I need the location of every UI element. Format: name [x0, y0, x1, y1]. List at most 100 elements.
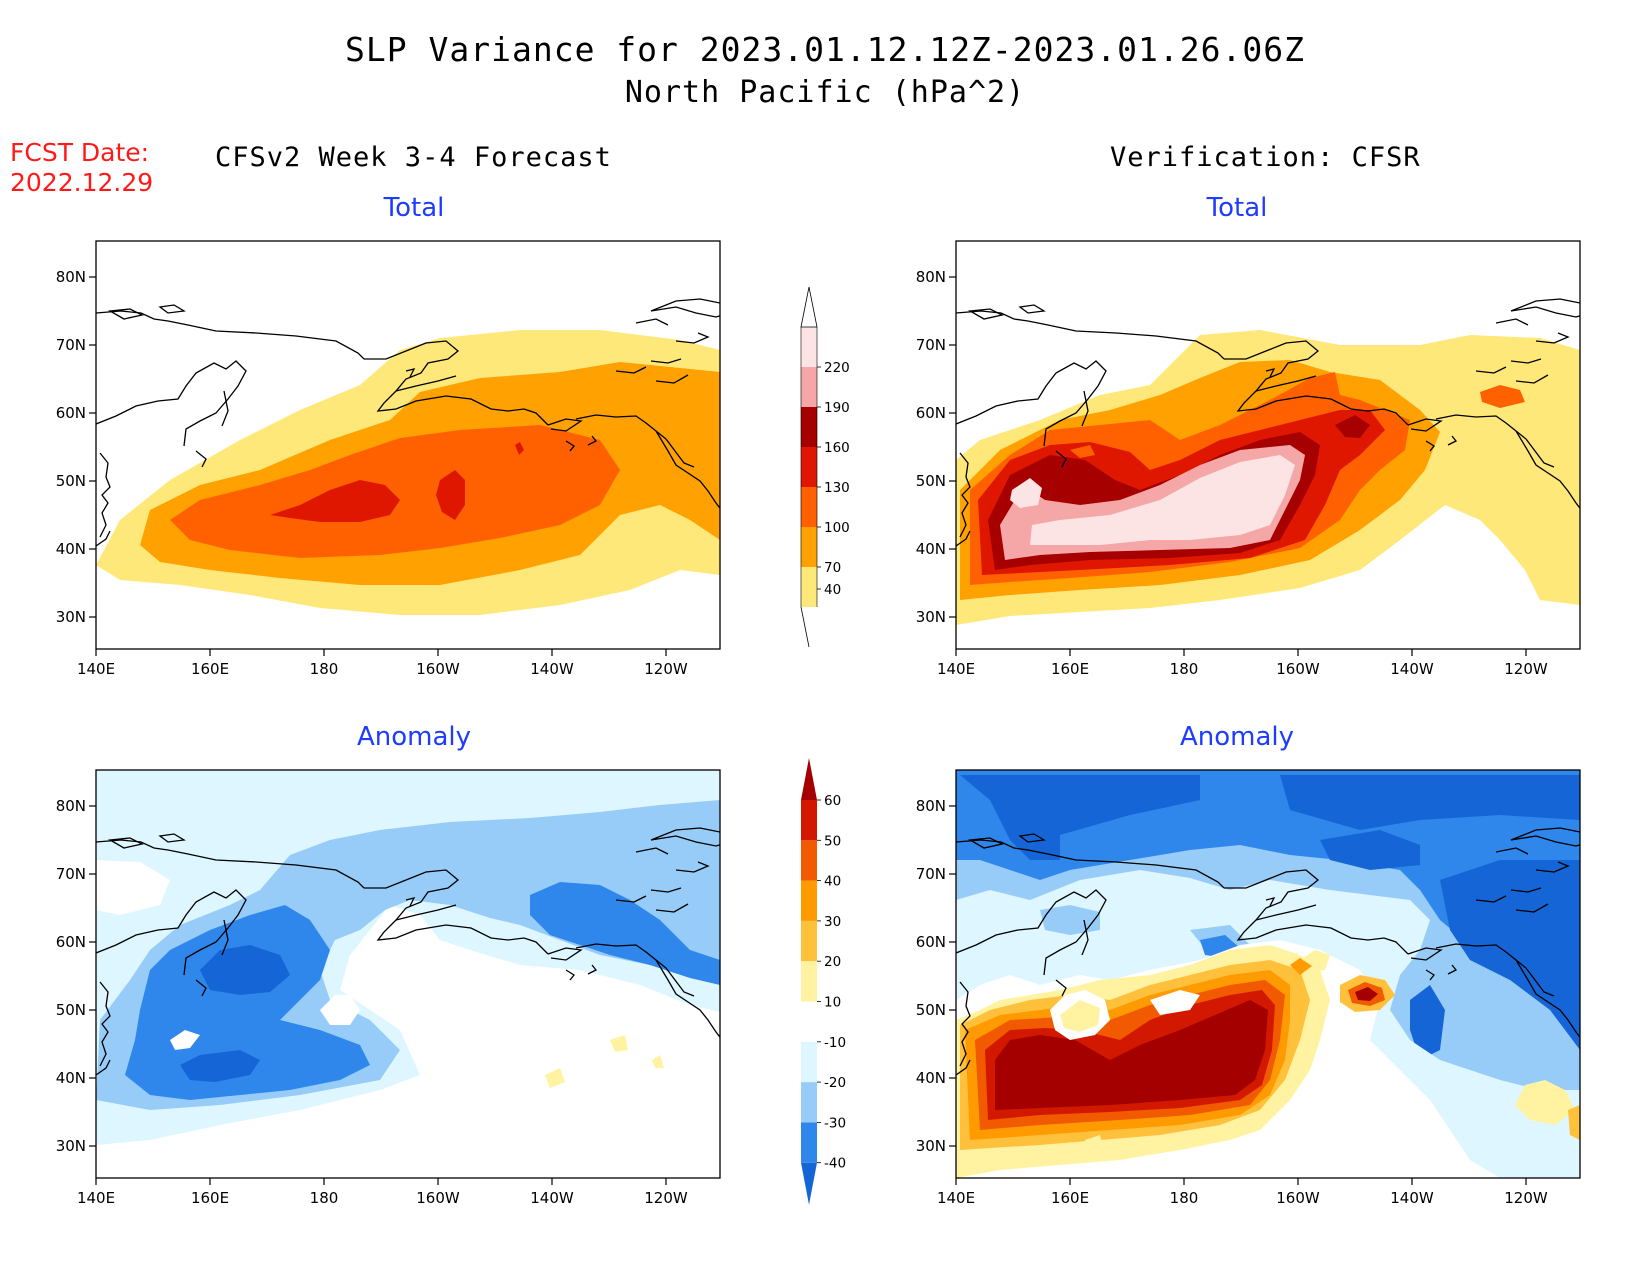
colorbar-total-label: 190 [824, 400, 850, 416]
lat-tick-label: 50N [916, 472, 946, 490]
colorbar-segment [801, 1041, 817, 1083]
colorbar-total-label: 160 [824, 440, 850, 456]
lon-tick-label: 120W [1504, 660, 1548, 678]
colorbar-segment [801, 1122, 817, 1163]
colorbar-anomaly-label: -10 [824, 1035, 846, 1051]
lon-tick-label: 140W [530, 660, 574, 678]
colorbar-anomaly-label: -20 [824, 1075, 846, 1091]
lat-tick-label: 50N [916, 1001, 946, 1019]
panel-title-forecast-total: Total [383, 193, 445, 223]
lon-tick-label: 180 [310, 1189, 339, 1207]
lon-tick-label: 140E [937, 1189, 975, 1207]
lat-tick-label: 50N [56, 472, 86, 490]
colorbar-segment [801, 840, 817, 881]
colorbar-segment [801, 487, 817, 527]
lat-tick-label: 70N [916, 336, 946, 354]
chart-title: SLP Variance for 2023.01.12.12Z-2023.01.… [345, 30, 1305, 69]
colorbar-anomaly-label: -40 [824, 1156, 846, 1172]
lon-tick-label: 140W [1390, 1189, 1434, 1207]
lon-tick-label: 160E [1051, 1189, 1089, 1207]
lon-tick-label: 160W [416, 1189, 460, 1207]
lat-tick-label: 40N [56, 1069, 86, 1087]
lat-tick-label: 80N [916, 797, 946, 815]
colorbar-segment [801, 567, 817, 607]
lon-tick-label: 120W [1504, 1189, 1548, 1207]
lon-tick-label: 160E [191, 1189, 229, 1207]
colorbar-anomaly-label: -30 [824, 1115, 846, 1131]
lon-tick-label: 140E [77, 660, 115, 678]
colorbar-segment [801, 367, 817, 407]
panel-verification-anomaly [955, 769, 1581, 1179]
chart-subtitle: North Pacific (hPa^2) [624, 75, 1026, 110]
forecast-date-value: 2022.12.29 [10, 168, 154, 197]
lon-tick-label: 140E [77, 1189, 115, 1207]
lon-tick-label: 140W [1390, 660, 1434, 678]
colorbar-total-label: 130 [824, 480, 850, 496]
panel-forecast-total [95, 240, 721, 650]
lat-tick-label: 40N [916, 540, 946, 558]
lon-tick-label: 160W [416, 660, 460, 678]
panel-title-forecast-anomaly: Anomaly [356, 722, 472, 752]
lat-tick-label: 40N [916, 1069, 946, 1087]
lat-tick-label: 70N [56, 865, 86, 883]
colorbar-segment [801, 1082, 817, 1123]
colorbar-segment [801, 407, 817, 447]
colorbar-total-label: 40 [824, 582, 841, 598]
lat-tick-label: 30N [56, 608, 86, 626]
colorbar-anomaly-label: 10 [824, 995, 841, 1011]
colorbar-anomaly-label: 40 [824, 874, 841, 890]
colorbar-segment [801, 1001, 817, 1042]
colorbar-total: 40 70 100 130 160 190 220 [800, 286, 850, 648]
lat-tick-label: 80N [916, 268, 946, 286]
lon-tick-label: 160E [191, 660, 229, 678]
lon-tick-label: 160E [1051, 660, 1089, 678]
lon-tick-label: 120W [644, 660, 688, 678]
lat-tick-label: 40N [56, 540, 86, 558]
colorbar-total-label: 100 [824, 520, 850, 536]
lon-tick-label: 160W [1276, 660, 1320, 678]
lat-tick-label: 80N [56, 797, 86, 815]
colorbar-segment [801, 800, 817, 841]
lat-tick-label: 60N [56, 933, 86, 951]
panel-verification-total [955, 240, 1581, 650]
colorbar-anomaly-label: 60 [824, 793, 841, 809]
lat-tick-label: 60N [916, 404, 946, 422]
colorbar-segment [801, 447, 817, 487]
colorbar-segment [801, 920, 817, 962]
lon-tick-label: 180 [1170, 1189, 1199, 1207]
lon-tick-label: 140E [937, 660, 975, 678]
colorbar-anomaly-label: 20 [824, 954, 841, 970]
lat-tick-label: 70N [916, 865, 946, 883]
lon-tick-label: 180 [1170, 660, 1199, 678]
lat-tick-label: 60N [56, 404, 86, 422]
colorbar-segment [801, 527, 817, 567]
panel-title-verification-anomaly: Anomaly [1179, 722, 1295, 752]
forecast-date-caption: FCST Date: [10, 138, 150, 167]
lat-tick-label: 30N [56, 1137, 86, 1155]
lat-tick-label: 80N [56, 268, 86, 286]
colorbar-anomaly: -40 -30 -20 -10 10 20 30 40 50 60 [801, 758, 846, 1205]
lat-tick-label: 60N [916, 933, 946, 951]
colorbar-anomaly-label: 30 [824, 914, 841, 930]
lon-tick-label: 120W [644, 1189, 688, 1207]
forecast-column-heading: CFSv2 Week 3-4 Forecast [215, 142, 612, 173]
lat-tick-label: 50N [56, 1001, 86, 1019]
lon-tick-label: 160W [1276, 1189, 1320, 1207]
colorbar-bottom-arrow [801, 1162, 817, 1205]
colorbar-total-label: 70 [824, 560, 841, 576]
colorbar-total-label: 220 [824, 360, 850, 376]
lat-tick-label: 30N [916, 608, 946, 626]
colorbar-top-arrow [801, 758, 817, 800]
axes-layer: 140E 160E 180 160W 140W 120W 80N 70N 60N 50N 40N 30… [56, 268, 1548, 1207]
verification-column-heading: Verification: CFSR [1110, 142, 1421, 173]
colorbar-segment [801, 880, 817, 921]
panel-title-verification-total: Total [1206, 193, 1268, 223]
colorbar-segment [801, 961, 817, 1002]
colorbar-segment [801, 327, 817, 367]
forecast-date-label: FCST Date: 2022.12.29 [10, 138, 153, 198]
colorbar-top-arrow [800, 286, 818, 328]
lon-tick-label: 140W [530, 1189, 574, 1207]
panel-forecast-anomaly [95, 769, 721, 1179]
colorbar-anomaly-label: 50 [824, 833, 841, 849]
